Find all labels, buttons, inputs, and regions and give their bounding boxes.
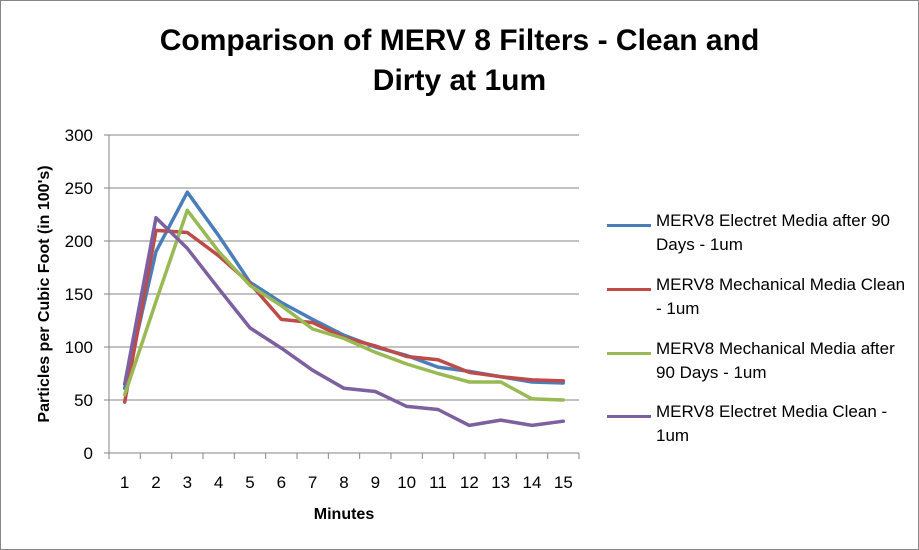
x-tick-label: 8 [339, 473, 348, 492]
x-tick-label: 10 [397, 473, 416, 492]
x-tick-label: 9 [371, 473, 380, 492]
chart-title-line-2: Dirty at 1um [372, 64, 547, 97]
legend-label: MERV8 Mechanical Media after 90 Days - 1… [656, 339, 895, 382]
x-tick-label: 4 [214, 473, 223, 492]
x-tick-labels: 1 2 3 4 5 6 7 8 9 10 11 12 13 14 15 [120, 473, 573, 492]
y-tick-label: 0 [84, 444, 93, 463]
x-tick-label: 13 [491, 473, 510, 492]
y-axis-label: Particles per Cubic Foot (in 100's) [36, 165, 53, 422]
y-tick-label: 250 [65, 179, 93, 198]
x-tick-label: 15 [554, 473, 573, 492]
chart-title-line-1: Comparison of MERV 8 Filters - Clean and [159, 24, 760, 57]
x-tick-label: 11 [429, 473, 447, 492]
series-line-3 [122, 208, 566, 402]
y-tick-label: 300 [65, 126, 93, 145]
legend-swatch [607, 288, 651, 291]
y-tick-labels: 0 50 100 150 200 250 300 [65, 126, 93, 463]
legend-label: MERV8 Electret Media after 90 Days - 1um [656, 211, 891, 254]
x-tick-label: 5 [245, 473, 254, 492]
legend-label: MERV8 Mechanical Media Clean - 1um [656, 275, 906, 318]
y-tick-label: 150 [65, 285, 93, 304]
x-tick-label: 2 [151, 473, 160, 492]
series-line-2 [122, 228, 566, 404]
x-tick-label: 7 [308, 473, 317, 492]
legend-swatch [607, 352, 651, 355]
legend-swatch [607, 224, 651, 227]
axes [104, 134, 580, 459]
x-axis-label: Minutes [314, 506, 375, 523]
legend-swatch [607, 415, 651, 418]
x-tick-label: 3 [183, 473, 192, 492]
series-line-4 [122, 215, 566, 428]
x-tick-label: 1 [120, 473, 129, 492]
series-lines [122, 190, 566, 428]
x-tick-label: 12 [460, 473, 479, 492]
y-tick-label: 50 [74, 391, 93, 410]
x-tick-label: 14 [523, 473, 542, 492]
legend-label: MERV8 Electret Media Clean - 1um [656, 402, 888, 445]
y-tick-label: 100 [65, 338, 93, 357]
series-line-1 [122, 190, 566, 391]
y-tick-label: 200 [65, 232, 93, 251]
gridlines [109, 134, 579, 401]
x-tick-label: 6 [277, 473, 286, 492]
chart-title: Comparison of MERV 8 Filters - Clean and… [1, 21, 918, 101]
